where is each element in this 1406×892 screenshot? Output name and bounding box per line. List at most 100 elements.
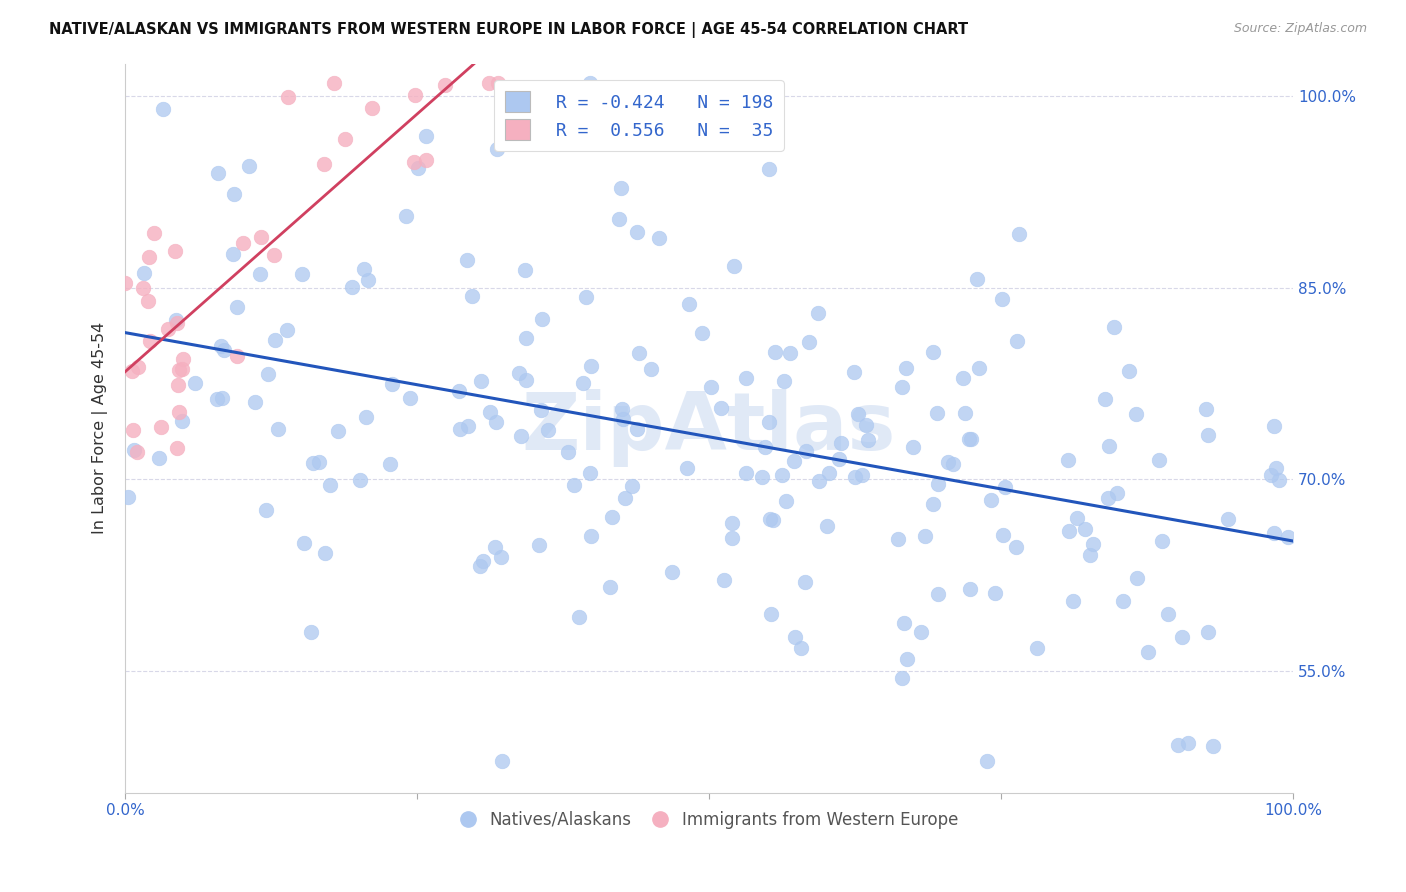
Point (609, 180, 631, 194)
Point (572, 376, 595, 391)
Point (415, 128, 437, 143)
Point (1150, 533, 1173, 548)
Point (927, 406, 949, 420)
Point (851, 467, 873, 482)
Point (299, 624, 322, 639)
Point (607, 212, 630, 227)
Point (994, 480, 1017, 494)
Point (157, 322, 180, 336)
Point (1171, 630, 1194, 644)
Point (322, 76, 344, 90)
Point (579, 76, 602, 90)
Point (1097, 491, 1119, 505)
Point (238, 160, 260, 174)
Point (478, 405, 501, 419)
Point (292, 535, 315, 549)
Point (486, 142, 509, 156)
Point (209, 339, 232, 353)
Point (1094, 392, 1116, 407)
Point (785, 630, 807, 644)
Point (1197, 427, 1219, 442)
Point (121, 423, 143, 437)
Point (1112, 593, 1135, 607)
Point (626, 422, 648, 436)
Point (1263, 418, 1285, 433)
Point (456, 252, 478, 267)
Point (818, 466, 841, 480)
Point (212, 343, 235, 358)
Point (1007, 227, 1029, 241)
Point (302, 456, 325, 470)
Point (166, 377, 188, 392)
Point (1102, 319, 1125, 334)
Point (139, 334, 162, 348)
Point (579, 359, 602, 374)
Point (779, 346, 801, 360)
Point (759, 512, 782, 526)
Point (449, 422, 471, 436)
Point (165, 312, 187, 326)
Point (891, 380, 914, 394)
Point (827, 452, 849, 467)
Point (890, 671, 912, 685)
Point (894, 360, 917, 375)
Point (136, 294, 159, 309)
Point (1265, 460, 1288, 475)
Point (471, 554, 494, 568)
Point (361, 101, 384, 115)
Point (121, 363, 143, 377)
Point (568, 610, 591, 624)
Point (457, 419, 479, 434)
Point (1073, 522, 1095, 536)
Point (349, 473, 371, 487)
Point (378, 458, 401, 472)
Point (617, 120, 640, 135)
Point (758, 161, 780, 176)
Point (353, 262, 375, 277)
Point (763, 345, 786, 359)
Point (117, 490, 139, 504)
Point (328, 424, 350, 438)
Point (612, 412, 634, 426)
Point (132, 267, 155, 281)
Point (1107, 485, 1129, 500)
Point (166, 441, 188, 455)
Point (782, 454, 804, 468)
Point (114, 277, 136, 291)
Point (922, 497, 945, 511)
Point (1197, 625, 1219, 640)
Point (148, 450, 170, 465)
Point (406, 161, 429, 175)
Point (830, 436, 852, 450)
Point (842, 365, 865, 379)
Point (896, 652, 918, 666)
Point (661, 565, 683, 579)
Point (1263, 526, 1285, 541)
Point (675, 461, 697, 475)
Point (276, 323, 298, 337)
Point (721, 531, 744, 545)
Point (127, 360, 149, 375)
Point (221, 247, 243, 261)
Text: NATIVE/ALASKAN VS IMMIGRANTS FROM WESTERN EUROPE IN LABOR FORCE | AGE 45-54 CORR: NATIVE/ALASKAN VS IMMIGRANTS FROM WESTER… (49, 22, 969, 38)
Point (1268, 473, 1291, 487)
Point (751, 470, 773, 484)
Point (844, 470, 866, 484)
Point (790, 641, 813, 656)
Point (404, 88, 426, 103)
Point (614, 491, 637, 506)
Point (515, 331, 537, 345)
Point (308, 455, 330, 469)
Text: Source: ZipAtlas.com: Source: ZipAtlas.com (1233, 22, 1367, 36)
Point (773, 374, 796, 388)
Point (319, 477, 342, 491)
Point (901, 440, 924, 454)
Point (991, 292, 1014, 306)
Point (381, 377, 404, 392)
Point (775, 493, 797, 508)
Point (991, 528, 1014, 542)
Point (314, 157, 336, 171)
Point (927, 587, 949, 601)
Point (957, 433, 980, 447)
Point (222, 186, 245, 201)
